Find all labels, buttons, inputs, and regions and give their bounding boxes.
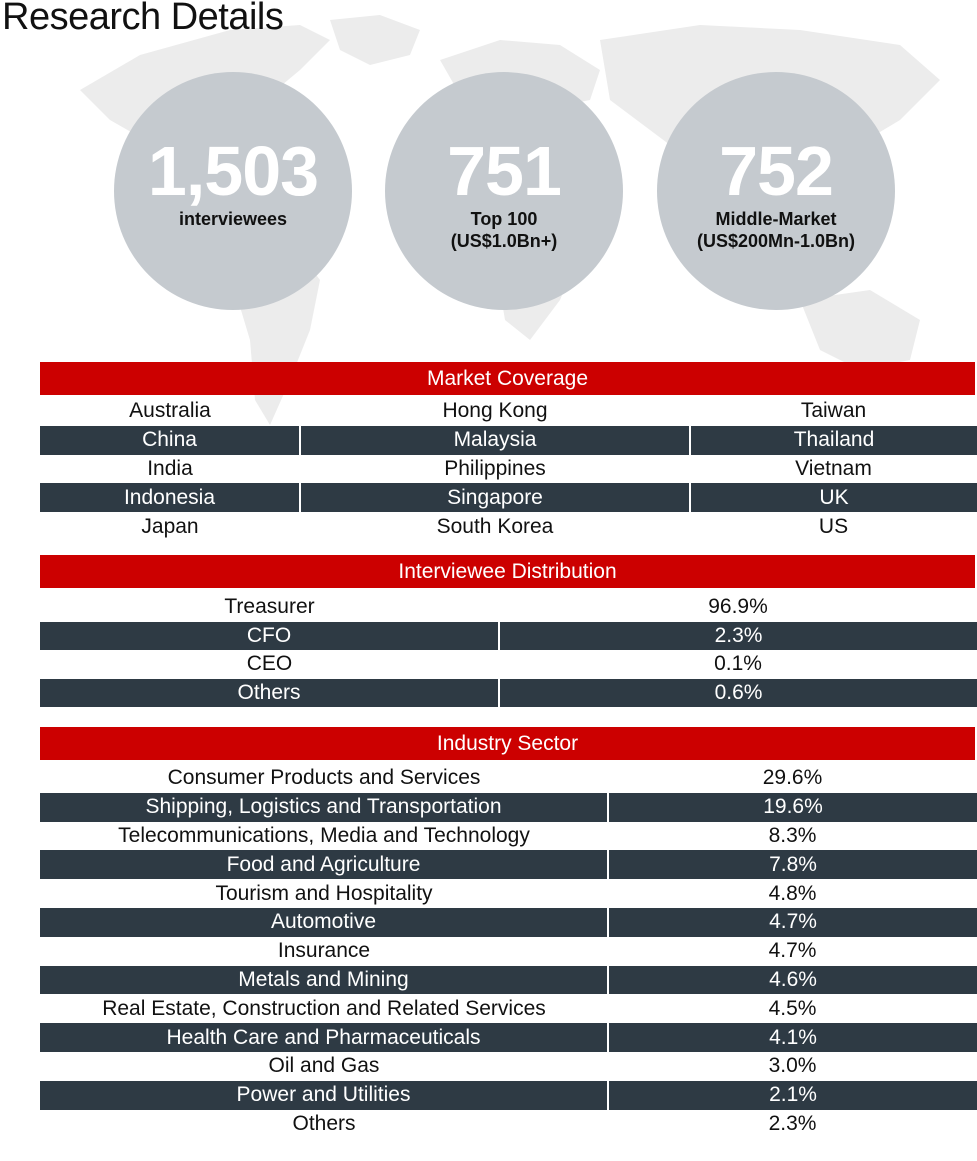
market-cell: Singapore xyxy=(299,483,690,513)
percent-cell: 8.3% xyxy=(768,823,817,847)
market-coverage-table: Australia Hong Kong Taiwan China Malaysia Tha… xyxy=(40,397,977,541)
market-cell: China xyxy=(40,425,300,455)
table-row: CEO 0.1% xyxy=(40,650,977,679)
sector-cell: Oil and Gas xyxy=(268,1054,380,1078)
sector-cell: Insurance xyxy=(277,939,371,963)
table-row: China Malaysia Thailand xyxy=(40,425,977,455)
stat-middle-market: 752 Middle-Market (US$200Mn-1.0Bn) xyxy=(657,72,895,310)
market-cell: Vietnam xyxy=(795,456,872,480)
sector-cell: Tourism and Hospitality xyxy=(215,881,433,905)
percent-cell: 4.8% xyxy=(768,881,817,905)
percent-cell: 4.1% xyxy=(607,1023,977,1052)
percent-cell: 2.3% xyxy=(768,1111,817,1135)
page-title: Research Details xyxy=(2,0,284,38)
sector-cell: Automotive xyxy=(40,907,608,937)
market-cell: Indonesia xyxy=(40,483,300,513)
role-cell: Treasurer xyxy=(224,595,315,619)
table-row: Japan South Korea US xyxy=(40,512,977,541)
table-row: Others 0.6% xyxy=(40,678,977,707)
interviewee-distribution-table: Treasurer 96.9% CFO 2.3% CEO 0.1% Others 0.6% xyxy=(40,593,977,707)
market-cell: Thailand xyxy=(689,425,977,455)
table-row: Telecommunications, Media and Technology… xyxy=(40,822,977,851)
stat-value: 751 xyxy=(447,132,562,210)
percent-cell: 4.7% xyxy=(607,907,977,937)
stat-sublabel: (US$200Mn-1.0Bn) xyxy=(696,231,856,251)
sector-cell: Health Care and Pharmaceuticals xyxy=(40,1023,608,1052)
percent-cell: 29.6% xyxy=(762,766,823,790)
table-row: Automotive 4.7% xyxy=(40,907,977,937)
market-cell: Hong Kong xyxy=(442,399,548,423)
table-row: Power and Utilities 2.1% xyxy=(40,1080,977,1110)
percent-cell: 2.1% xyxy=(607,1080,977,1110)
table-row: Shipping, Logistics and Transportation 19… xyxy=(40,792,977,822)
role-cell: CEO xyxy=(246,652,293,676)
market-cell: South Korea xyxy=(436,514,554,538)
market-cell: Japan xyxy=(141,514,199,538)
percent-cell: 96.9% xyxy=(708,595,768,619)
table-row: Health Care and Pharmaceuticals 4.1% xyxy=(40,1023,977,1052)
percent-cell: 2.3% xyxy=(498,621,977,650)
sector-cell: Metals and Mining xyxy=(40,965,608,995)
market-coverage-header: Market Coverage xyxy=(40,362,975,395)
stat-value: 1,503 xyxy=(147,132,319,210)
table-row: Treasurer 96.9% xyxy=(40,593,977,622)
table-row: Oil and Gas 3.0% xyxy=(40,1052,977,1081)
stat-sublabel: (US$1.0Bn+) xyxy=(450,231,558,251)
market-cell: Australia xyxy=(129,399,211,423)
percent-cell: 3.0% xyxy=(768,1054,817,1078)
sector-cell: Food and Agriculture xyxy=(40,850,608,880)
industry-sector-header: Industry Sector xyxy=(40,727,975,760)
role-cell: Others xyxy=(40,678,499,707)
percent-cell: 4.7% xyxy=(768,939,817,963)
sector-cell: Real Estate, Construction and Related Se… xyxy=(102,996,546,1020)
sector-cell: Telecommunications, Media and Technology xyxy=(118,823,530,847)
sector-cell: Others xyxy=(292,1111,356,1135)
table-row: CFO 2.3% xyxy=(40,621,977,650)
market-cell: UK xyxy=(689,483,977,513)
percent-cell: 7.8% xyxy=(607,850,977,880)
market-cell: Philippines xyxy=(444,456,546,480)
market-cell: India xyxy=(147,456,193,480)
market-cell: US xyxy=(818,514,849,538)
table-row: Others 2.3% xyxy=(40,1110,977,1139)
percent-cell: 4.5% xyxy=(768,996,817,1020)
percent-cell: 0.6% xyxy=(498,678,977,707)
stat-label: interviewees xyxy=(178,209,288,229)
sector-cell: Power and Utilities xyxy=(40,1080,608,1110)
table-row: India Philippines Vietnam xyxy=(40,455,977,484)
table-row: Food and Agriculture 7.8% xyxy=(40,850,977,880)
table-row: Metals and Mining 4.6% xyxy=(40,965,977,995)
market-cell: Taiwan xyxy=(800,399,867,423)
table-row: Insurance 4.7% xyxy=(40,937,977,966)
table-row: Real Estate, Construction and Related Se… xyxy=(40,994,977,1023)
percent-cell: 0.1% xyxy=(714,652,762,676)
stat-top-100: 751 Top 100 (US$1.0Bn+) xyxy=(385,72,623,310)
interviewee-distribution-header: Interviewee Distribution xyxy=(40,555,975,588)
percent-cell: 19.6% xyxy=(607,792,977,822)
percent-cell: 4.6% xyxy=(607,965,977,995)
sector-cell: Consumer Products and Services xyxy=(167,766,481,790)
table-row: Consumer Products and Services 29.6% xyxy=(40,764,977,793)
table-row: Tourism and Hospitality 4.8% xyxy=(40,879,977,908)
stat-value: 752 xyxy=(719,132,834,210)
industry-sector-table: Consumer Products and Services 29.6% Shipp… xyxy=(40,764,977,1138)
role-cell: CFO xyxy=(40,621,499,650)
stat-label: Middle-Market xyxy=(715,209,837,229)
sector-cell: Shipping, Logistics and Transportation xyxy=(40,792,608,822)
stat-interviewees: 1,503 interviewees xyxy=(114,72,352,310)
stat-label: Top 100 xyxy=(470,209,538,229)
market-cell: Malaysia xyxy=(299,425,690,455)
table-row: Australia Hong Kong Taiwan xyxy=(40,397,977,426)
table-row: Indonesia Singapore UK xyxy=(40,483,977,513)
